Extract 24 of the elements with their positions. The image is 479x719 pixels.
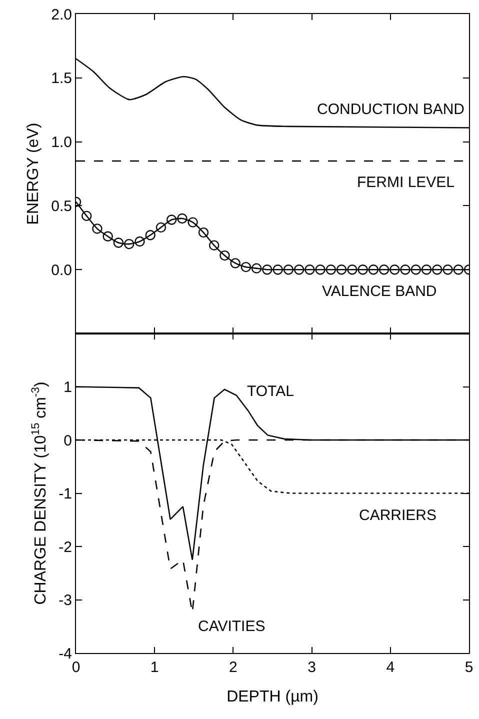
y-tick-label: 0.0 bbox=[51, 262, 72, 279]
y-tick-label: 0.5 bbox=[51, 198, 72, 215]
x-tick-label: 1 bbox=[150, 659, 159, 676]
series-label: CAVITIES bbox=[198, 618, 266, 635]
y-tick-label: 1.0 bbox=[51, 134, 72, 152]
series-label: CARRIERS bbox=[359, 507, 437, 524]
x-tick-label: 5 bbox=[464, 659, 474, 676]
x-tick-label: 4 bbox=[386, 659, 395, 676]
series-label: CONDUCTION BAND bbox=[317, 101, 465, 118]
x-tick-label: 2 bbox=[229, 659, 238, 676]
x-tick-label: 3 bbox=[308, 659, 316, 676]
series-label: TOTAL bbox=[247, 383, 294, 400]
y-tick-label: 1.5 bbox=[51, 70, 72, 88]
series-label: VALENCE BAND bbox=[322, 283, 437, 300]
y-tick-label: 0 bbox=[64, 432, 72, 450]
y-tick-label: -1 bbox=[58, 486, 72, 502]
y-tick-label: 2.0 bbox=[51, 6, 72, 24]
y-tick-label: -2 bbox=[58, 538, 72, 556]
y-tick-label: 1 bbox=[64, 379, 72, 396]
y-tick-label: -3 bbox=[58, 592, 72, 609]
y-tick-label: -4 bbox=[58, 645, 72, 662]
x-axis-title: DEPTH (µm) bbox=[226, 688, 318, 706]
ref-line-label: FERMI LEVEL bbox=[357, 174, 455, 191]
y-axis-title: ENERGY (eV) bbox=[25, 122, 42, 225]
